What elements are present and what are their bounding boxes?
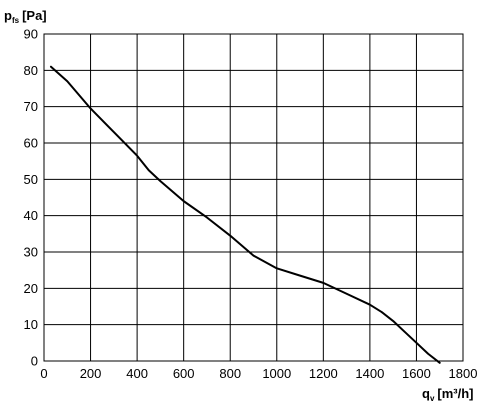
y-axis-title: pfs [Pa]	[4, 8, 47, 25]
y-axis-subscript: fs	[12, 16, 20, 25]
y-axis-unit: [Pa]	[22, 8, 47, 23]
y-tick-label: 0	[31, 354, 38, 369]
y-tick-label: 20	[24, 281, 38, 296]
y-tick-label: 70	[24, 99, 38, 114]
series-line-0	[49, 65, 441, 364]
y-tick-label: 50	[24, 172, 38, 187]
y-tick-label: 90	[24, 27, 38, 42]
x-tick-label: 1400	[355, 366, 384, 381]
x-tick-label: 1600	[402, 366, 431, 381]
x-tick-label: 400	[126, 366, 148, 381]
tick-labels: 0 200 400 600 800 1000 1200 1400 1600 1800 0 10 20 30…	[24, 27, 478, 382]
x-tick-label: 200	[80, 366, 102, 381]
y-tick-label: 80	[24, 63, 38, 78]
x-tick-label: 0	[40, 366, 47, 381]
x-axis-unit: [m³/h]	[437, 386, 473, 401]
x-axis-symbol: q	[422, 386, 430, 401]
x-tick-label: 1800	[449, 366, 478, 381]
x-tick-label: 1200	[309, 366, 338, 381]
y-tick-label: 30	[24, 245, 38, 260]
series-layer	[49, 65, 441, 364]
y-tick-label: 40	[24, 208, 38, 223]
y-tick-label: 10	[24, 317, 38, 332]
y-tick-label: 60	[24, 136, 38, 151]
y-axis-symbol: p	[4, 8, 12, 23]
x-axis-title: qv [m³/h]	[422, 386, 474, 403]
grid-lines	[43, 33, 464, 362]
plot-area-frame	[43, 33, 464, 362]
x-axis-subscript: v	[430, 394, 435, 403]
x-tick-label: 1000	[262, 366, 291, 381]
x-tick-label: 800	[219, 366, 241, 381]
x-tick-label: 600	[173, 366, 195, 381]
